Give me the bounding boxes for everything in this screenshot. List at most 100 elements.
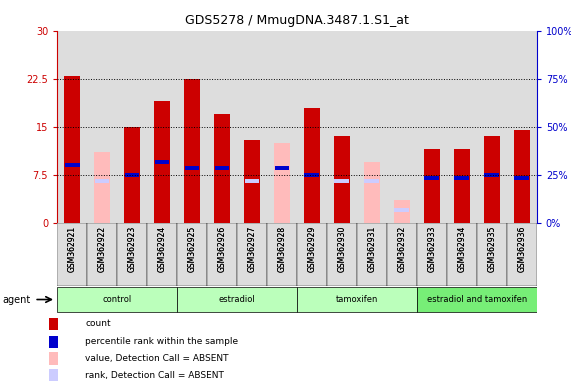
Text: GSM362922: GSM362922 <box>98 226 107 272</box>
Bar <box>364 162 380 223</box>
Bar <box>49 336 58 348</box>
Bar <box>335 179 349 183</box>
Bar <box>207 31 237 223</box>
Bar <box>147 223 177 286</box>
Bar <box>417 223 447 286</box>
Bar <box>237 31 267 223</box>
Bar <box>507 223 537 286</box>
Bar <box>117 223 147 286</box>
Bar <box>275 166 289 170</box>
Text: GSM362927: GSM362927 <box>247 226 256 272</box>
Text: GSM362934: GSM362934 <box>457 226 467 272</box>
Text: GSM362932: GSM362932 <box>397 226 407 272</box>
Text: GSM362925: GSM362925 <box>187 226 196 272</box>
Bar <box>477 31 507 223</box>
Bar <box>364 179 379 183</box>
Bar <box>117 31 147 223</box>
Text: GSM362927: GSM362927 <box>247 226 256 272</box>
Title: GDS5278 / MmugDNA.3487.1.S1_at: GDS5278 / MmugDNA.3487.1.S1_at <box>185 14 409 27</box>
Bar <box>484 173 499 177</box>
Text: GSM362933: GSM362933 <box>427 226 436 272</box>
Bar <box>507 31 537 223</box>
Bar <box>49 352 58 365</box>
Bar <box>215 166 230 170</box>
Bar <box>184 79 200 223</box>
Bar <box>304 173 319 177</box>
Bar <box>455 176 469 180</box>
Text: GSM362924: GSM362924 <box>158 226 167 272</box>
Text: GSM362921: GSM362921 <box>67 226 77 272</box>
Bar <box>447 31 477 223</box>
Bar <box>447 223 477 286</box>
Bar <box>477 223 507 286</box>
Bar <box>184 166 199 170</box>
Text: GSM362932: GSM362932 <box>397 226 407 272</box>
Bar <box>177 287 297 312</box>
Bar <box>393 200 410 223</box>
Bar <box>327 223 357 286</box>
Text: GSM362931: GSM362931 <box>367 226 376 272</box>
Text: rank, Detection Call = ABSENT: rank, Detection Call = ABSENT <box>85 371 224 379</box>
Bar <box>417 287 537 312</box>
Text: GSM362926: GSM362926 <box>218 226 227 272</box>
Bar <box>274 143 290 223</box>
Bar <box>297 287 417 312</box>
Bar <box>484 136 500 223</box>
Text: value, Detection Call = ABSENT: value, Detection Call = ABSENT <box>85 354 228 363</box>
Bar <box>124 127 140 223</box>
Bar <box>207 223 237 286</box>
Bar <box>65 163 79 167</box>
Bar <box>327 31 357 223</box>
Bar <box>94 152 110 223</box>
Bar <box>49 369 58 381</box>
Bar <box>333 136 350 223</box>
Text: GSM362926: GSM362926 <box>218 226 227 272</box>
Bar <box>304 108 320 223</box>
Bar <box>57 223 87 286</box>
Bar <box>177 31 207 223</box>
Text: GSM362936: GSM362936 <box>517 226 526 272</box>
Text: GSM362935: GSM362935 <box>487 226 496 272</box>
Bar <box>87 223 117 286</box>
Bar <box>267 223 297 286</box>
Text: GSM362930: GSM362930 <box>337 226 347 272</box>
Bar <box>357 31 387 223</box>
Bar <box>244 179 259 183</box>
Bar <box>87 31 117 223</box>
Bar <box>177 223 207 286</box>
Bar <box>64 76 81 223</box>
Text: GSM362928: GSM362928 <box>278 226 287 272</box>
Bar <box>395 208 409 212</box>
Bar <box>387 31 417 223</box>
Bar <box>424 149 440 223</box>
Text: GSM362931: GSM362931 <box>367 226 376 272</box>
Text: GSM362921: GSM362921 <box>67 226 77 272</box>
Text: GSM362929: GSM362929 <box>307 226 316 272</box>
Text: GSM362934: GSM362934 <box>457 226 467 272</box>
Bar <box>513 130 530 223</box>
Text: GSM362936: GSM362936 <box>517 226 526 272</box>
Bar <box>57 31 87 223</box>
Text: GSM362925: GSM362925 <box>187 226 196 272</box>
Bar <box>147 31 177 223</box>
Bar <box>453 149 470 223</box>
Bar <box>49 318 58 330</box>
Text: estradiol and tamoxifen: estradiol and tamoxifen <box>427 295 527 304</box>
Text: estradiol: estradiol <box>219 295 255 304</box>
Bar <box>57 287 177 312</box>
Text: count: count <box>85 319 111 328</box>
Bar <box>154 101 170 223</box>
Bar <box>424 176 439 180</box>
Text: control: control <box>102 295 132 304</box>
Bar <box>267 31 297 223</box>
Bar <box>155 160 170 164</box>
Text: GSM362928: GSM362928 <box>278 226 287 272</box>
Text: GSM362935: GSM362935 <box>487 226 496 272</box>
Text: tamoxifen: tamoxifen <box>336 295 378 304</box>
Text: GSM362922: GSM362922 <box>98 226 107 272</box>
Bar <box>214 114 230 223</box>
Bar <box>387 223 417 286</box>
Text: agent: agent <box>3 295 31 305</box>
Text: GSM362930: GSM362930 <box>337 226 347 272</box>
Text: percentile rank within the sample: percentile rank within the sample <box>85 337 238 346</box>
